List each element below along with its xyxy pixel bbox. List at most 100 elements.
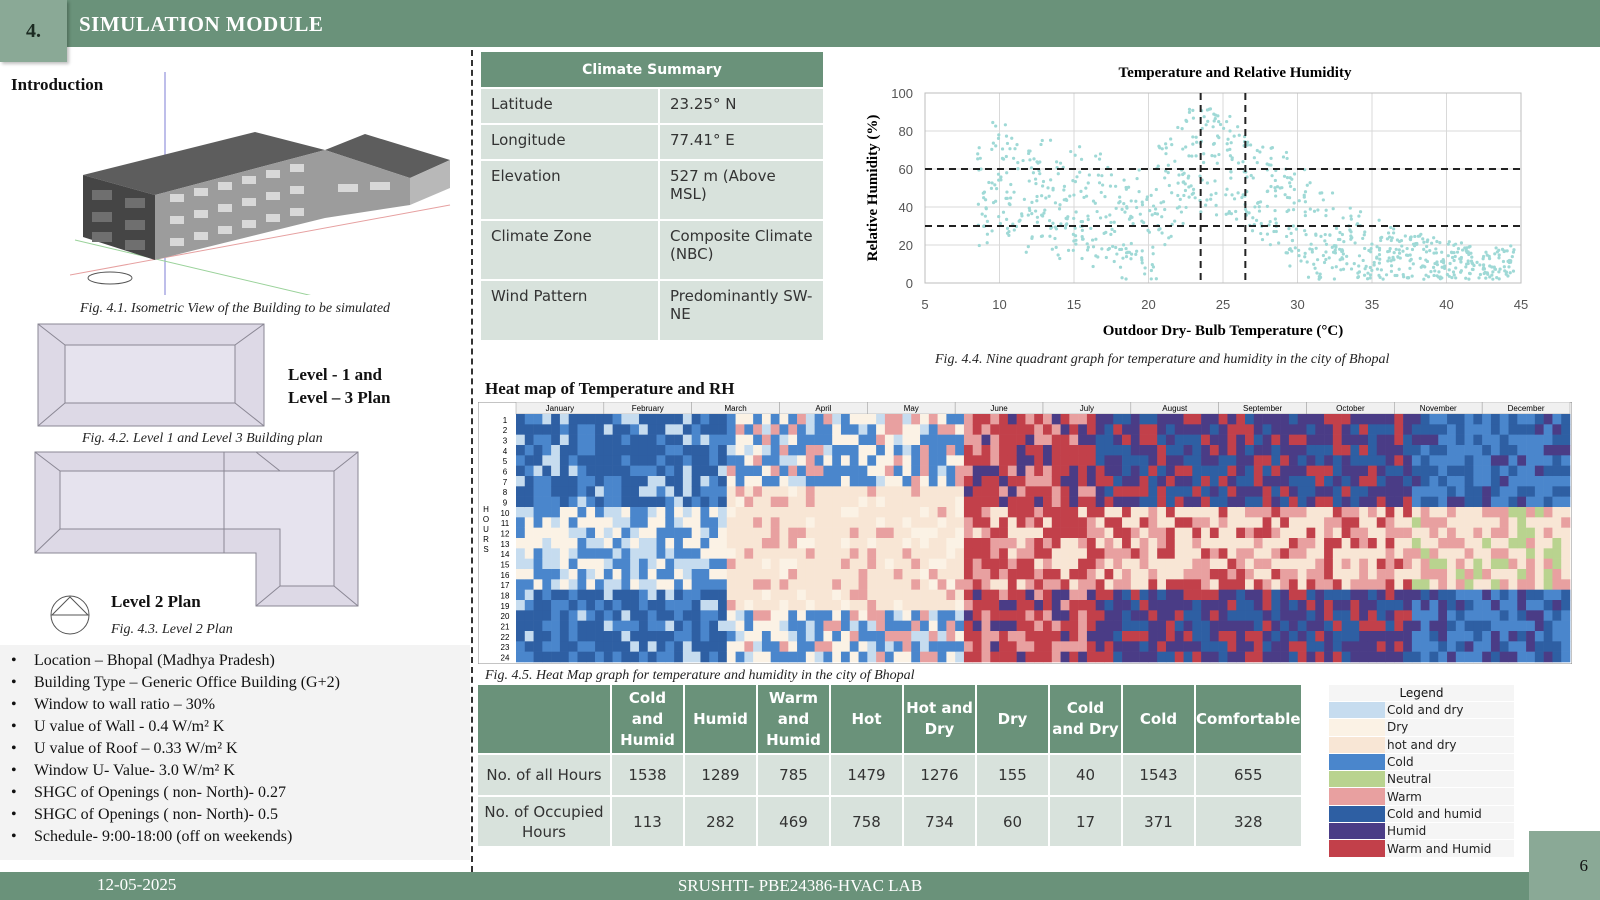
heatmap-cell bbox=[1262, 496, 1272, 508]
heatmap-cell bbox=[612, 414, 622, 425]
heatmap-cell bbox=[682, 486, 692, 497]
heatmap-cell bbox=[902, 600, 912, 611]
heatmap-cell bbox=[577, 569, 587, 580]
scatter-point bbox=[1204, 203, 1208, 207]
heatmap-cell bbox=[884, 486, 894, 497]
heatmap-cell bbox=[1148, 620, 1158, 632]
heatmap-cell bbox=[1297, 651, 1307, 663]
scatter-point bbox=[1466, 259, 1470, 263]
heatmap-cell bbox=[937, 589, 947, 601]
heatmap-cell bbox=[893, 620, 903, 632]
heatmap-cell bbox=[1411, 589, 1421, 601]
scatter-point bbox=[1389, 264, 1394, 268]
heatmap-cell bbox=[1561, 465, 1571, 477]
heatmap-cell bbox=[1499, 496, 1509, 508]
scatter-point bbox=[1322, 260, 1327, 265]
heatmap-cell bbox=[1508, 600, 1518, 611]
scatter-point bbox=[1121, 256, 1125, 260]
heatmap-cell bbox=[1192, 579, 1202, 590]
heatmap-cell bbox=[823, 610, 833, 621]
scatter-point bbox=[1181, 221, 1185, 226]
scatter-point bbox=[1269, 156, 1273, 160]
heatmap-cell bbox=[735, 476, 745, 487]
heatmap-cell bbox=[1227, 548, 1237, 559]
heatmap-cell bbox=[700, 414, 710, 425]
heatmap-cell bbox=[1534, 424, 1544, 435]
heatmap-cell bbox=[603, 569, 613, 580]
heatmap-cell bbox=[630, 641, 640, 652]
heatmap-cell bbox=[1455, 641, 1465, 652]
heatmap-cell bbox=[542, 579, 552, 590]
heatmap-cell bbox=[1209, 517, 1219, 528]
heatmap-cell bbox=[928, 558, 938, 570]
heatmap-cell bbox=[867, 589, 877, 601]
scatter-point bbox=[1074, 210, 1078, 214]
heatmap-cell bbox=[1183, 507, 1193, 518]
heatmap-cell bbox=[1464, 558, 1474, 570]
heatmap-cell bbox=[630, 600, 640, 611]
heatmap-cell bbox=[665, 527, 675, 539]
heatmap-cell bbox=[533, 641, 543, 652]
scatter-point bbox=[1026, 245, 1030, 249]
heatmap-cell bbox=[1543, 610, 1553, 621]
heatmap-cell bbox=[1227, 631, 1237, 642]
heatmap-cell bbox=[1297, 527, 1307, 539]
heatmap-cell bbox=[955, 424, 965, 435]
scatter-point bbox=[1114, 206, 1118, 210]
heatmap-cell bbox=[1385, 486, 1395, 497]
heatmap-cell bbox=[718, 424, 728, 435]
heatmap-cell bbox=[858, 569, 868, 580]
heatmap-cell bbox=[1464, 455, 1474, 466]
heatmap-cell bbox=[1165, 610, 1176, 621]
heatmap-cell bbox=[1262, 548, 1272, 559]
heatmap-cell bbox=[753, 445, 763, 456]
scatter-point bbox=[1257, 205, 1261, 209]
heatmap-cell bbox=[972, 641, 982, 652]
heatmap-cell bbox=[1043, 445, 1053, 456]
heatmap-cell bbox=[902, 579, 912, 590]
heatmap-cell bbox=[1262, 424, 1272, 435]
heatmap-cell bbox=[559, 641, 569, 652]
heatmap-cell bbox=[568, 569, 578, 580]
scatter-point bbox=[1370, 268, 1374, 272]
heatmap-cell bbox=[1429, 434, 1439, 446]
heatmap-cell bbox=[1473, 455, 1483, 466]
scatter-point bbox=[976, 202, 980, 206]
heatmap-cell bbox=[832, 610, 842, 621]
hours-axis-letter: R bbox=[483, 535, 489, 544]
scatter-point bbox=[1257, 209, 1262, 213]
heatmap-cell bbox=[568, 600, 578, 611]
heatmap-cell bbox=[1271, 569, 1281, 580]
heatmap-cell bbox=[1034, 548, 1044, 559]
heatmap-cell bbox=[568, 496, 578, 508]
heatmap-cell bbox=[1490, 517, 1501, 528]
heatmap-cell bbox=[1201, 465, 1211, 477]
heatmap-cell bbox=[928, 455, 938, 466]
scatter-point bbox=[1093, 201, 1097, 205]
heatmap-cell bbox=[1552, 558, 1562, 570]
heatmap-cell bbox=[1069, 517, 1079, 528]
heatmap-cell bbox=[1095, 610, 1105, 621]
heatmap-cell bbox=[937, 476, 947, 487]
heatmap-cell bbox=[1280, 651, 1290, 663]
heatmap-cell bbox=[928, 517, 938, 528]
scatter-point bbox=[1334, 244, 1338, 248]
heatmap-cell bbox=[876, 424, 886, 435]
legend-label: Cold bbox=[1387, 755, 1414, 770]
heatmap-cell bbox=[1315, 476, 1325, 487]
heatmap-cell bbox=[674, 631, 684, 642]
scatter-point bbox=[1426, 275, 1431, 279]
scatter-point bbox=[1209, 197, 1213, 201]
heatmap-cell bbox=[1464, 579, 1474, 590]
heatmap-cell bbox=[1297, 414, 1307, 425]
scatter-point bbox=[1249, 143, 1253, 147]
heatmap-cell bbox=[955, 507, 965, 518]
heatmap-cell bbox=[542, 486, 552, 497]
heatmap-cell bbox=[797, 651, 807, 663]
scatter-point bbox=[1273, 189, 1278, 193]
heatmap-cell bbox=[1113, 600, 1123, 611]
heatmap-cell bbox=[779, 569, 789, 580]
scatter-point bbox=[1151, 204, 1156, 208]
scatter-point bbox=[1217, 120, 1221, 124]
heatmap-cell bbox=[1561, 434, 1571, 446]
